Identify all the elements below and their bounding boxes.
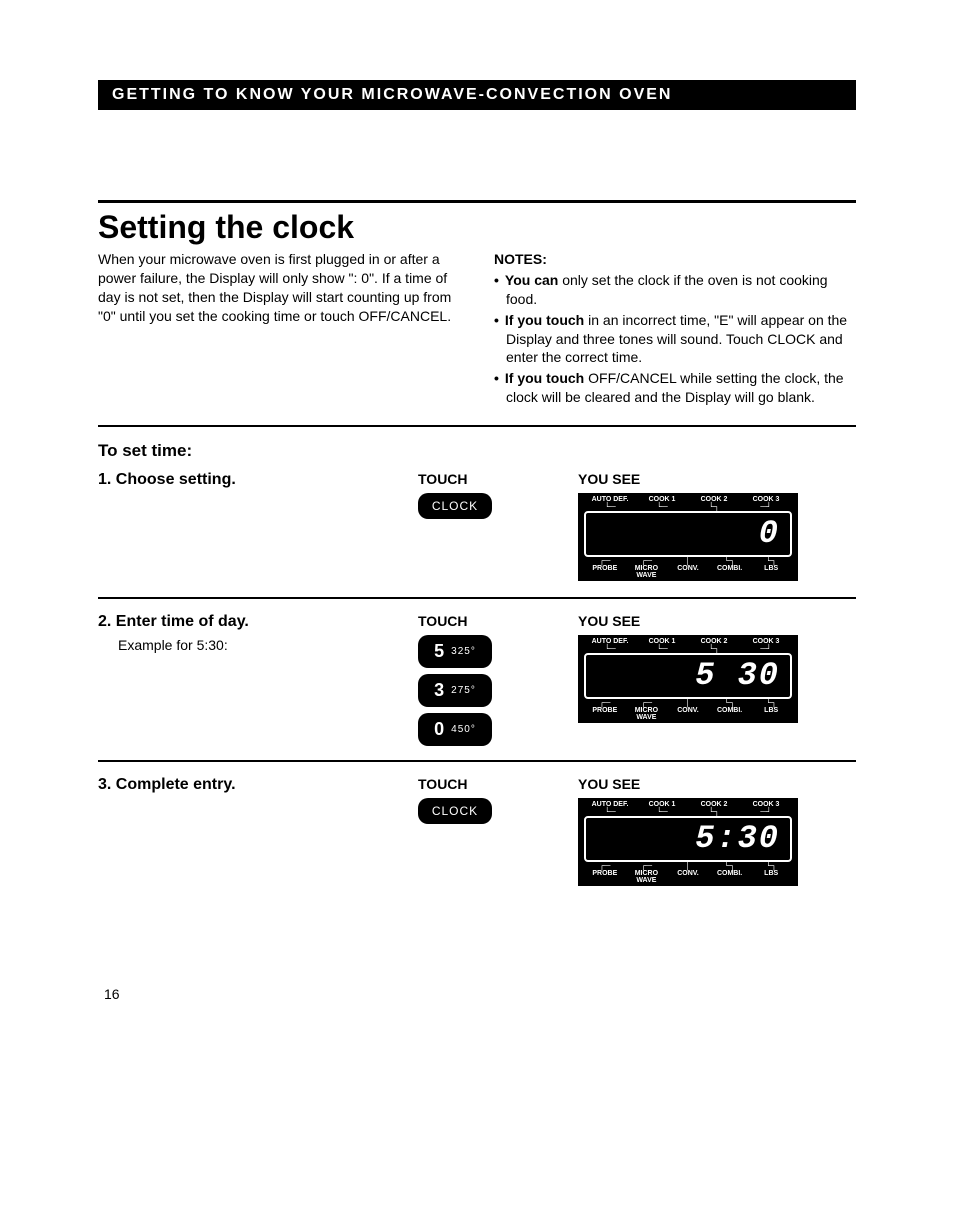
step-title: 3. Complete entry. <box>98 776 408 794</box>
step-subtext: Example for 5:30: <box>118 637 408 653</box>
clock-button: CLOCK <box>418 493 492 519</box>
subsection-title: To set time: <box>98 441 856 461</box>
step-row: 2. Enter time of day. Example for 5:30: … <box>98 613 856 752</box>
yousee-column: YOU SEE AUTO DEF.COOK 1COOK 2COOK 3 └─└─… <box>578 471 856 581</box>
manual-page: GETTING TO KNOW YOUR MICROWAVE-CONVECTIO… <box>0 0 954 1042</box>
rule <box>98 760 856 762</box>
display-value: 0 <box>759 518 780 550</box>
notes-title: NOTES: <box>494 250 856 269</box>
display-value: 5:30 <box>695 823 780 855</box>
step-row: 1. Choose setting. TOUCH CLOCK YOU SEE A… <box>98 471 856 581</box>
yousee-label: YOU SEE <box>578 471 856 487</box>
clock-button: CLOCK <box>418 798 492 824</box>
oven-display: AUTO DEF.COOK 1COOK 2COOK 3 └─└─└┐─┘ 5:3… <box>578 798 798 886</box>
rule <box>98 597 856 599</box>
note-item: If you touch OFF/CANCEL while setting th… <box>494 369 856 407</box>
touch-column: TOUCH CLOCK <box>418 471 568 525</box>
touch-column: TOUCH CLOCK <box>418 776 568 830</box>
touch-label: TOUCH <box>418 471 568 487</box>
yousee-column: YOU SEE AUTO DEF.COOK 1COOK 2COOK 3 └─└─… <box>578 776 856 886</box>
display-value: 5 30 <box>695 660 780 692</box>
note-item: You can only set the clock if the oven i… <box>494 271 856 309</box>
oven-display: AUTO DEF.COOK 1COOK 2COOK 3 └─└─└┐─┘ 0 ┌… <box>578 493 798 581</box>
yousee-label: YOU SEE <box>578 776 856 792</box>
note-item: If you touch in an incorrect time, "E" w… <box>494 311 856 368</box>
touch-column: TOUCH 5325° 3275° 0450° <box>418 613 568 752</box>
page-number: 16 <box>104 986 856 1002</box>
touch-label: TOUCH <box>418 776 568 792</box>
oven-display: AUTO DEF.COOK 1COOK 2COOK 3 └─└─└┐─┘ 5 3… <box>578 635 798 723</box>
touch-label: TOUCH <box>418 613 568 629</box>
rule <box>98 425 856 427</box>
page-title: Setting the clock <box>98 209 856 246</box>
notes-block: NOTES: You can only set the clock if the… <box>494 250 856 409</box>
step-title: 2. Enter time of day. Example for 5:30: <box>98 613 408 653</box>
intro-row: When your microwave oven is first plugge… <box>98 250 856 409</box>
step-row: 3. Complete entry. TOUCH CLOCK YOU SEE A… <box>98 776 856 886</box>
keypad-5-button: 5325° <box>418 635 492 668</box>
notes-list: You can only set the clock if the oven i… <box>494 271 856 407</box>
step-title: 1. Choose setting. <box>98 471 408 489</box>
intro-text: When your microwave oven is first plugge… <box>98 250 460 409</box>
yousee-column: YOU SEE AUTO DEF.COOK 1COOK 2COOK 3 └─└─… <box>578 613 856 723</box>
keypad-0-button: 0450° <box>418 713 492 746</box>
yousee-label: YOU SEE <box>578 613 856 629</box>
keypad-3-button: 3275° <box>418 674 492 707</box>
rule <box>98 200 856 203</box>
section-header: GETTING TO KNOW YOUR MICROWAVE-CONVECTIO… <box>98 80 856 110</box>
